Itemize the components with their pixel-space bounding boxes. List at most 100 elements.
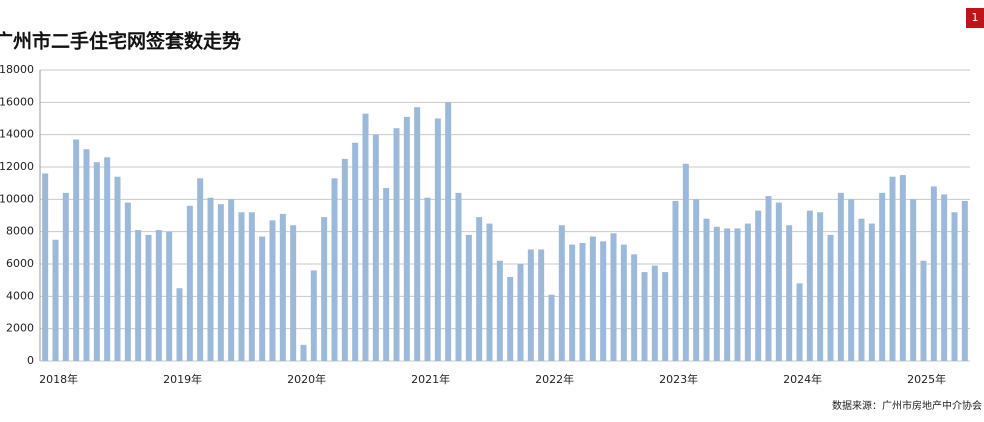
bar [269,220,276,361]
bar [879,192,886,361]
x-tick-label: 2024年 [783,372,822,386]
bar [434,118,441,361]
bar [476,217,483,361]
bar [600,241,607,361]
y-tick-label: 2000 [6,322,34,335]
y-tick-label: 16000 [0,95,34,108]
bar [858,218,865,361]
bar [548,294,555,361]
bar [724,228,731,361]
bar [176,288,183,361]
bar [765,196,772,361]
bar [217,204,224,361]
bar [920,260,927,361]
bar [372,134,379,361]
bar [734,228,741,361]
bar [651,265,658,361]
bar [104,157,111,361]
bar [155,230,162,361]
bar [713,226,720,361]
bar [507,276,514,361]
x-tick-label: 2020年 [287,372,326,386]
bar [837,192,844,361]
bar [889,176,896,361]
x-tick-label: 2018年 [39,372,78,386]
bar [527,249,534,361]
bar [186,205,193,361]
bar [589,236,596,361]
bar [786,225,793,361]
bar [930,186,937,361]
bar [238,212,245,361]
x-tick-label: 2021年 [411,372,450,386]
x-tick-label: 2019年 [163,372,202,386]
bar [569,244,576,361]
bar [455,192,462,361]
bar [941,194,948,361]
bar [827,234,834,361]
bar [868,223,875,361]
bar [610,233,617,361]
y-tick-label: 6000 [6,257,34,270]
bar [744,223,751,361]
bar [848,199,855,361]
bar [796,283,803,361]
y-tick-label: 12000 [0,160,34,173]
bar [383,188,390,361]
bar [290,225,297,361]
bar [899,175,906,361]
bar [662,272,669,361]
bar [42,173,49,361]
bar [393,128,400,361]
bar [248,212,255,361]
bar [631,254,638,361]
bar [951,212,958,361]
x-tick-label: 2022年 [535,372,574,386]
bar [465,234,472,361]
bar [279,213,286,361]
bar [403,116,410,361]
bar [93,162,100,361]
badge: 1 [972,11,979,24]
x-tick-label: 2025年 [907,372,946,386]
y-tick-label: 18000 [0,63,34,76]
bar [228,199,235,361]
bar [207,197,214,361]
bar [83,149,90,361]
bar [352,142,359,361]
bar [620,244,627,361]
bar [341,158,348,361]
bar [62,192,69,361]
bar [579,242,586,361]
bar [145,234,152,361]
bar [135,230,142,361]
bar [166,231,173,361]
y-tick-label: 4000 [6,289,34,302]
badge-box [966,8,984,28]
bar [517,264,524,361]
bar [52,239,59,361]
bar [755,210,762,361]
bar [124,202,131,361]
bar [486,223,493,361]
bar [331,178,338,361]
bar [424,197,431,361]
bar [73,139,80,361]
y-tick-label: 0 [27,354,34,367]
bar [259,236,266,361]
bar [817,212,824,361]
bar [558,225,565,361]
bar [197,178,204,361]
bar [538,249,545,361]
bar [445,102,452,361]
y-tick-label: 8000 [6,225,34,238]
bar [300,344,307,361]
chart-title: 广州市二手住宅网签套数走势 [0,30,241,53]
bar [910,199,917,361]
bar [693,199,700,361]
bar [672,200,679,361]
bar [414,107,421,361]
bar [641,272,648,361]
bar [114,176,121,361]
bar [310,270,317,361]
